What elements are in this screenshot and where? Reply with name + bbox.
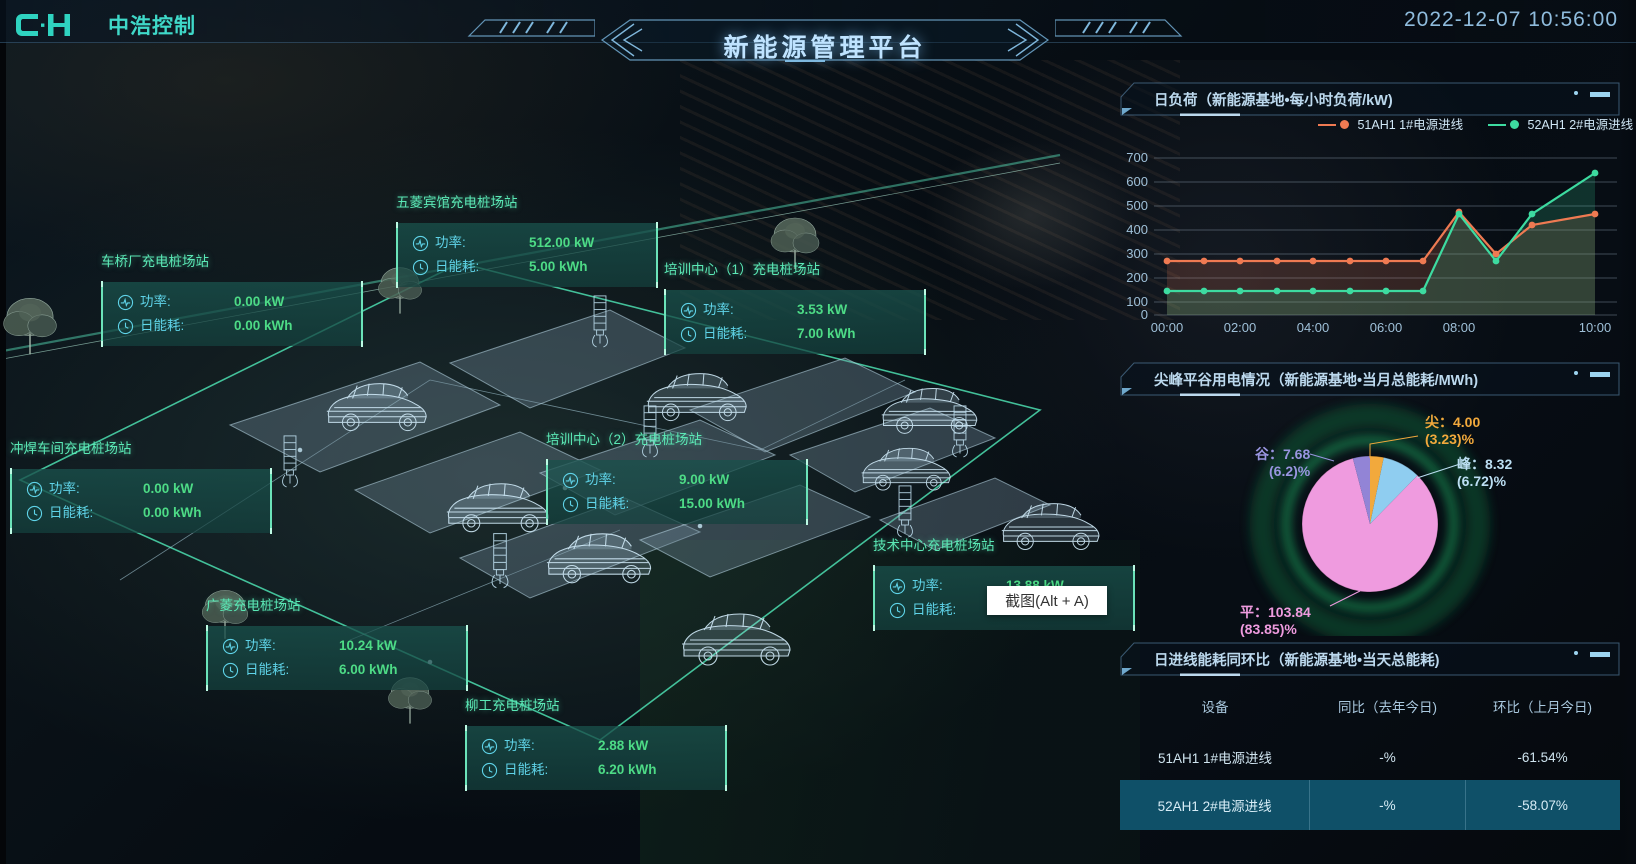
svg-text:700: 700 — [1126, 150, 1148, 165]
svg-text:400: 400 — [1126, 222, 1148, 237]
svg-text:02:00: 02:00 — [1224, 320, 1257, 335]
svg-text:08:00: 08:00 — [1443, 320, 1476, 335]
svg-text:04:00: 04:00 — [1297, 320, 1330, 335]
svg-text:600: 600 — [1126, 174, 1148, 189]
svg-text:0: 0 — [1141, 307, 1148, 322]
svg-text:06:00: 06:00 — [1370, 320, 1403, 335]
svg-text:10:00: 10:00 — [1579, 320, 1612, 335]
svg-text:00:00: 00:00 — [1151, 320, 1184, 335]
svg-text:500: 500 — [1126, 198, 1148, 213]
svg-text:300: 300 — [1126, 246, 1148, 261]
svg-text:200: 200 — [1126, 270, 1148, 285]
